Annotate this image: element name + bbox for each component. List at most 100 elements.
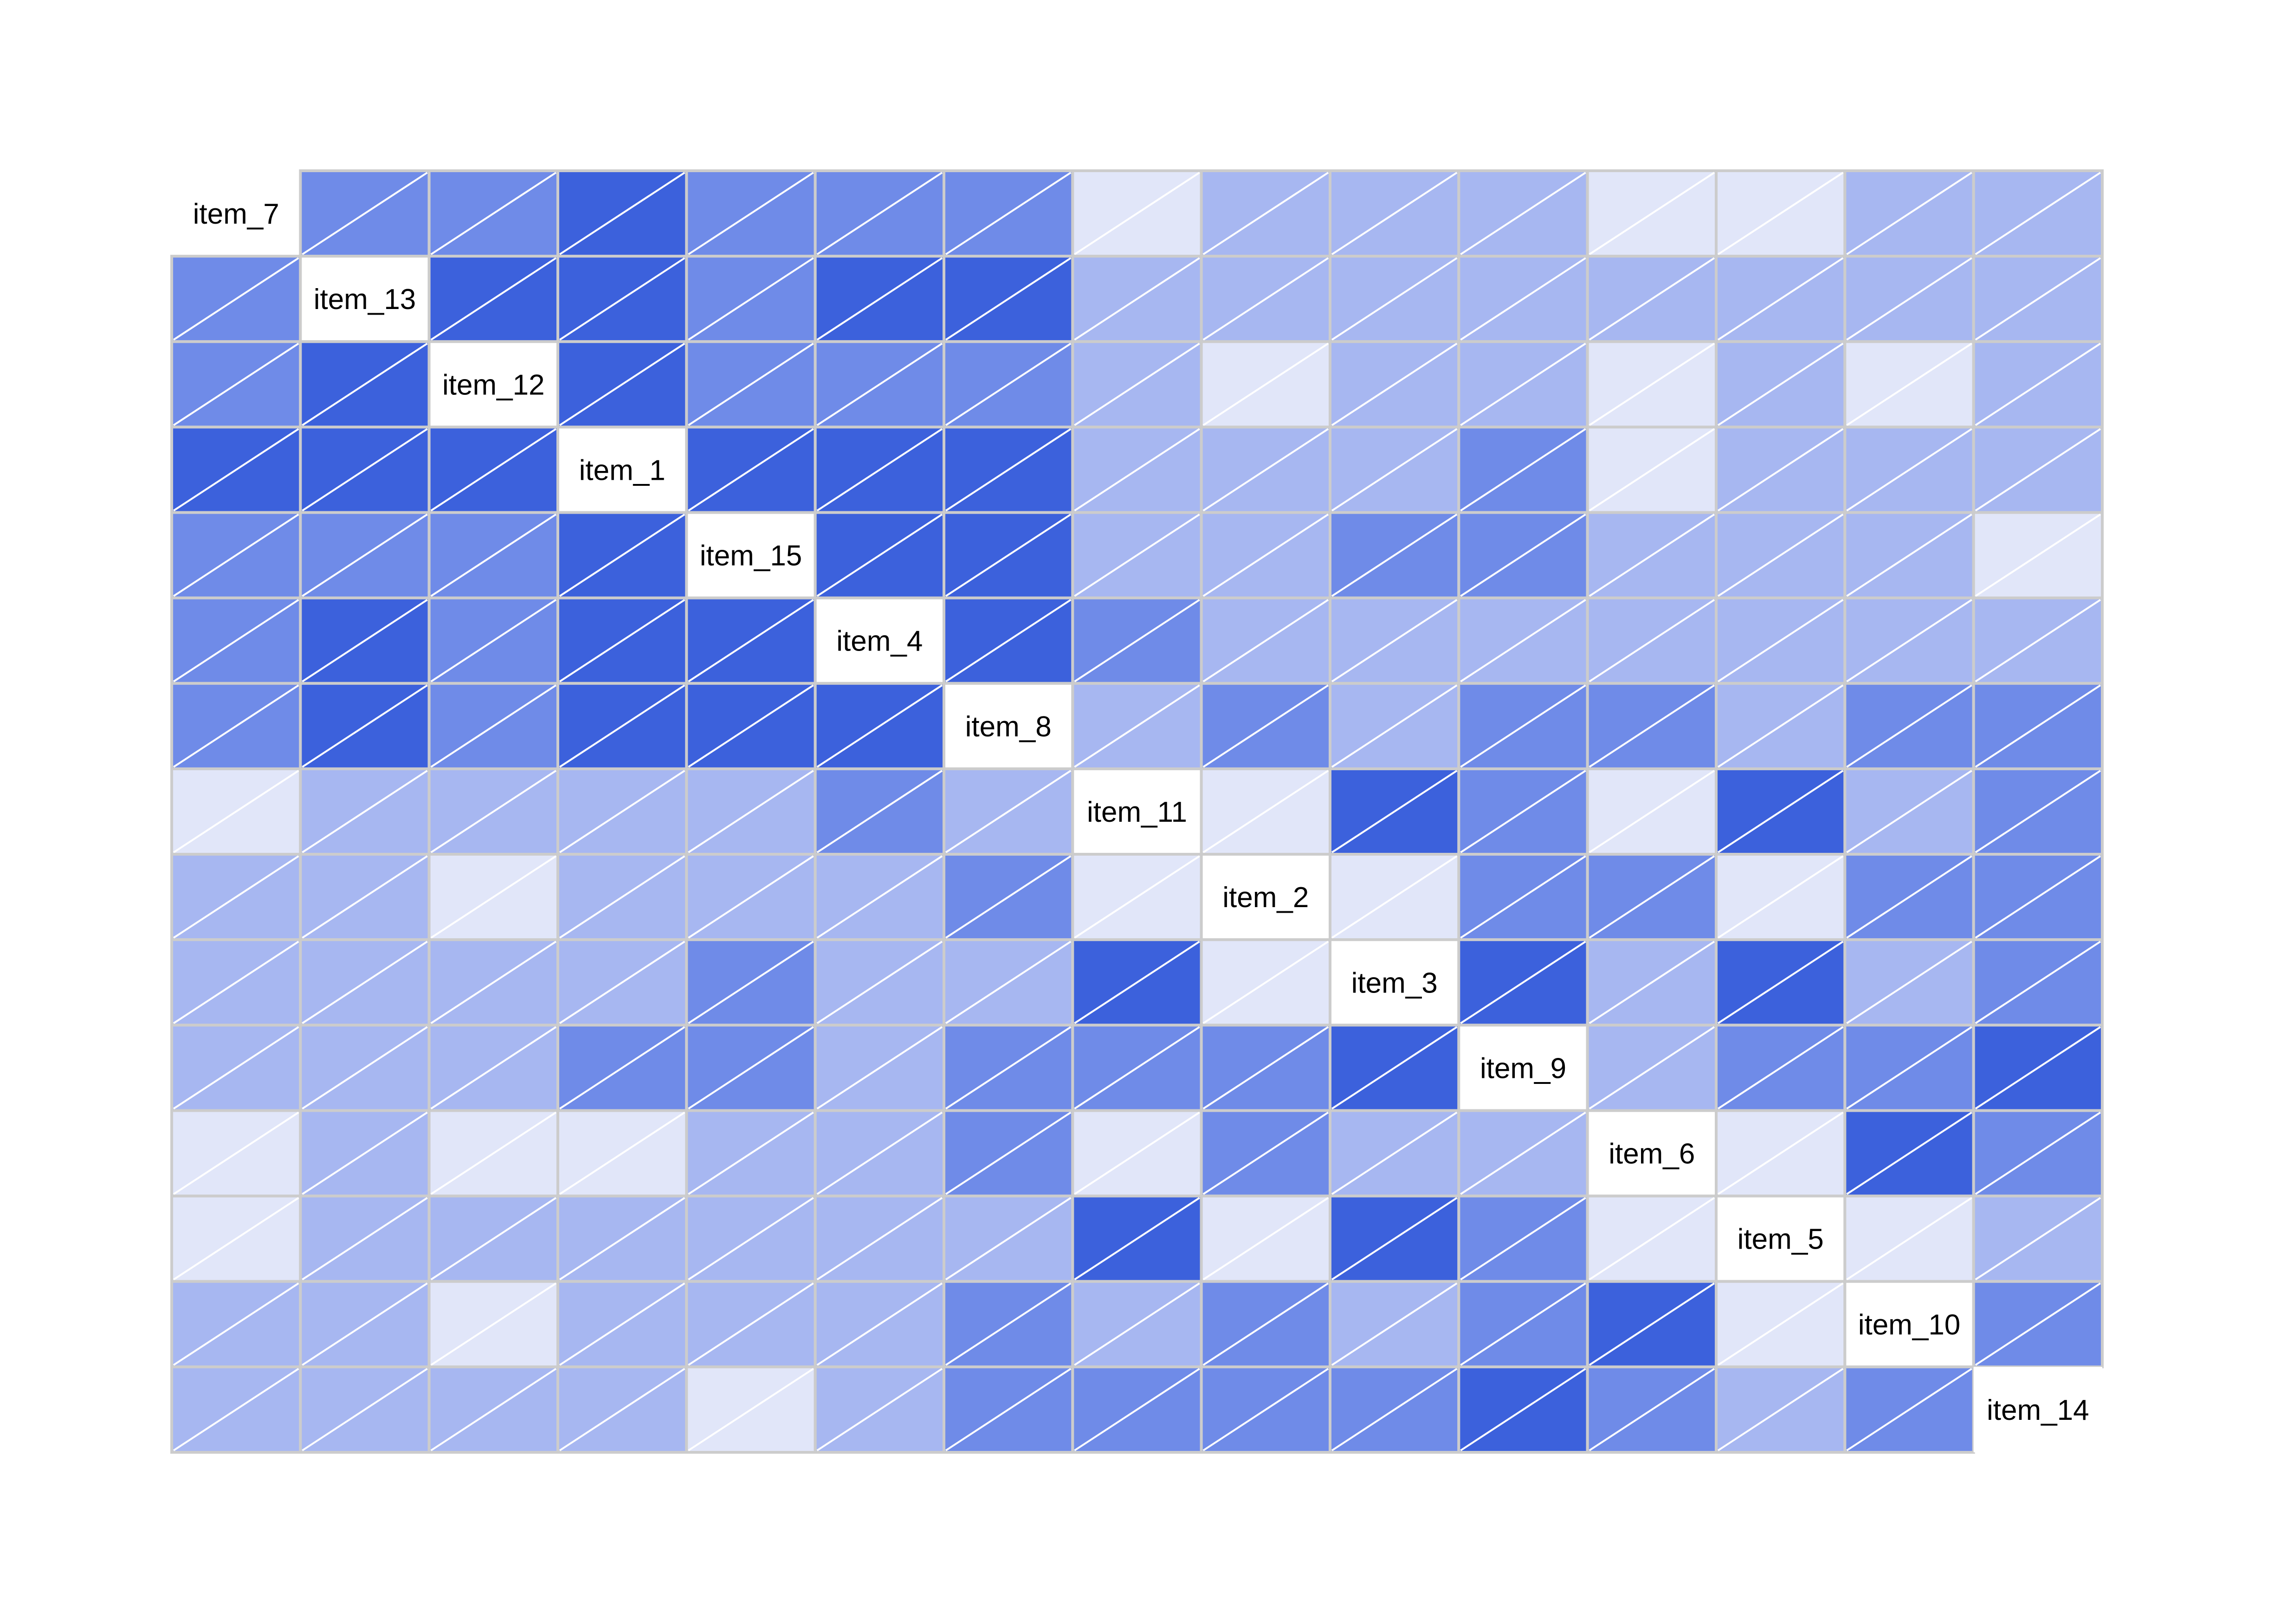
heatmap-cell-item_2-item_5 [1715,853,1847,941]
heatmap-cell-item_12-item_2 [1200,340,1332,429]
heatmap-cell-item_5-item_11 [1071,1194,1203,1283]
heatmap-cell-item_1-item_6 [1586,425,1718,514]
item-label-item_3: item_3 [1351,967,1438,999]
heatmap-cell-item_8-item_6 [1586,682,1718,770]
item-label-item_10: item_10 [1858,1309,1961,1341]
heatmap-cell-item_1-item_15 [685,425,817,514]
heatmap-cell-item_6-item_1 [556,1109,688,1198]
heatmap-cell-item_6-item_2 [1200,1109,1332,1198]
heatmap-cell-item_8-item_15 [685,682,817,770]
heatmap-cell-item_13-item_3 [1329,255,1460,343]
heatmap-cell-item_13-item_8 [943,255,1074,343]
heatmap-cell-item_2-item_9 [1457,853,1589,941]
heatmap-cell-item_15-item_3 [1329,511,1460,599]
heatmap-cell-item_14-item_11 [1071,1365,1203,1454]
heatmap-cell-item_15-item_1 [556,511,688,599]
heatmap-cell-item_9-item_12 [427,1024,560,1112]
heatmap-cell-item_11-item_9 [1457,767,1589,856]
heatmap-cell-item_4-item_12 [427,596,560,685]
heatmap-cell-item_8-item_5 [1715,682,1847,770]
heatmap-cell-item_9-item_15 [685,1024,817,1112]
item-label-item_8: item_8 [965,711,1052,743]
heatmap-cell-item_13-item_1 [556,255,688,343]
heatmap-cell-item_15-item_13 [299,511,431,599]
heatmap-cell-item_14-item_13 [299,1365,431,1454]
heatmap-cell-item_8-item_13 [299,682,431,770]
heatmap-cell-item_14-item_1 [556,1365,688,1454]
heatmap-cell-item_4-item_10 [1843,596,1975,685]
heatmap-cell-item_4-item_8 [943,596,1074,685]
heatmap-cell-item_11-item_15 [685,767,817,856]
heatmap-cell-item_13-item_6 [1586,255,1718,343]
heatmap-cell-item_2-item_13 [299,853,431,941]
heatmap-cell-item_14-item_3 [1329,1365,1460,1454]
item-label-item_6: item_6 [1609,1138,1695,1170]
heatmap-cell-item_13-item_10 [1843,255,1975,343]
heatmap-cell-item_7-item_12 [427,169,560,258]
heatmap-cell-item_3-item_6 [1586,938,1718,1027]
heatmap-cell-item_3-item_13 [299,938,431,1027]
heatmap-cell-item_4-item_7 [170,596,302,685]
heatmap-cell-item_11-item_2 [1200,767,1332,856]
heatmap-cell-item_12-item_3 [1329,340,1460,429]
heatmap-cell-item_12-item_11 [1071,340,1203,429]
heatmap-cell-item_11-item_4 [814,767,945,856]
heatmap-cell-item_10-item_1 [556,1280,688,1368]
heatmap-cell-item_10-item_12 [427,1280,560,1368]
diagonal-cell-item_3 [1329,938,1460,1027]
heatmap-cell-item_8-item_7 [170,682,302,770]
heatmap-cell-item_9-item_4 [814,1024,945,1112]
heatmap-cell-item_10-item_9 [1457,1280,1589,1368]
heatmap-cell-item_11-item_12 [427,767,560,856]
heatmap-cell-item_8-item_11 [1071,682,1203,770]
heatmap-cell-item_10-item_2 [1200,1280,1332,1368]
heatmap-cell-item_4-item_11 [1071,596,1203,685]
heatmap-cell-item_1-item_12 [427,425,560,514]
heatmap-cell-item_3-item_11 [1071,938,1203,1027]
heatmap-cell-item_8-item_2 [1200,682,1332,770]
diagonal-labels: item_7 item_13 item_12 item_1 item_15 item_4i… [193,198,2089,1426]
heatmap-cell-item_1-item_11 [1071,425,1203,514]
heatmap-cell-item_9-item_10 [1843,1024,1975,1112]
heatmap-cell-item_9-item_14 [1972,1024,2104,1112]
item-label-item_1: item_1 [579,454,665,486]
heatmap-cell-item_7-item_5 [1715,169,1847,258]
item-label-item_5: item_5 [1738,1224,1824,1256]
heatmap-cell-item_15-item_4 [814,511,945,599]
heatmap-cell-item_12-item_5 [1715,340,1847,429]
heatmap-cell-item_7-item_13 [299,169,431,258]
heatmap-cell-item_1-item_5 [1715,425,1847,514]
heatmap-cell-item_11-item_14 [1972,767,2104,856]
heatmap-cell-item_14-item_15 [685,1365,817,1454]
heatmap-cell-item_9-item_7 [170,1024,302,1112]
heatmap-cell-item_6-item_12 [427,1109,560,1198]
heatmap-cell-item_11-item_8 [943,767,1074,856]
heatmap-cell-item_6-item_9 [1457,1109,1589,1198]
heatmap-cell-item_10-item_15 [685,1280,817,1368]
heatmap-cell-item_5-item_12 [427,1194,560,1283]
heatmap-cell-item_6-item_3 [1329,1109,1460,1198]
heatmap-cell-item_9-item_11 [1071,1024,1203,1112]
heatmap-cell-item_3-item_2 [1200,938,1332,1027]
heatmap-cell-item_10-item_3 [1329,1280,1460,1368]
heatmap-cell-item_5-item_4 [814,1194,945,1283]
heatmap-cell-item_2-item_14 [1972,853,2104,941]
heatmap-cell-item_11-item_13 [299,767,431,856]
heatmap-cell-item_3-item_15 [685,938,817,1027]
heatmap-cell-item_3-item_5 [1715,938,1847,1027]
diagonal-cell-item_13 [299,255,431,343]
heatmap-cell-item_15-item_10 [1843,511,1975,599]
heatmap-cell-item_14-item_5 [1715,1365,1847,1454]
heatmap-cell-item_14-item_8 [943,1365,1074,1454]
heatmap-cell-item_12-item_8 [943,340,1074,429]
heatmap-cell-item_8-item_14 [1972,682,2104,770]
heatmap-cell-item_3-item_9 [1457,938,1589,1027]
heatmap-cell-item_8-item_4 [814,682,945,770]
heatmap-cell-item_4-item_2 [1200,596,1332,685]
heatmap-cell-item_10-item_4 [814,1280,945,1368]
heatmap-cell-item_15-item_7 [170,511,302,599]
heatmap-cell-item_5-item_7 [170,1194,302,1283]
heatmap-cell-item_9-item_1 [556,1024,688,1112]
heatmap-cell-item_1-item_2 [1200,425,1332,514]
heatmap-cell-item_6-item_14 [1972,1109,2104,1198]
